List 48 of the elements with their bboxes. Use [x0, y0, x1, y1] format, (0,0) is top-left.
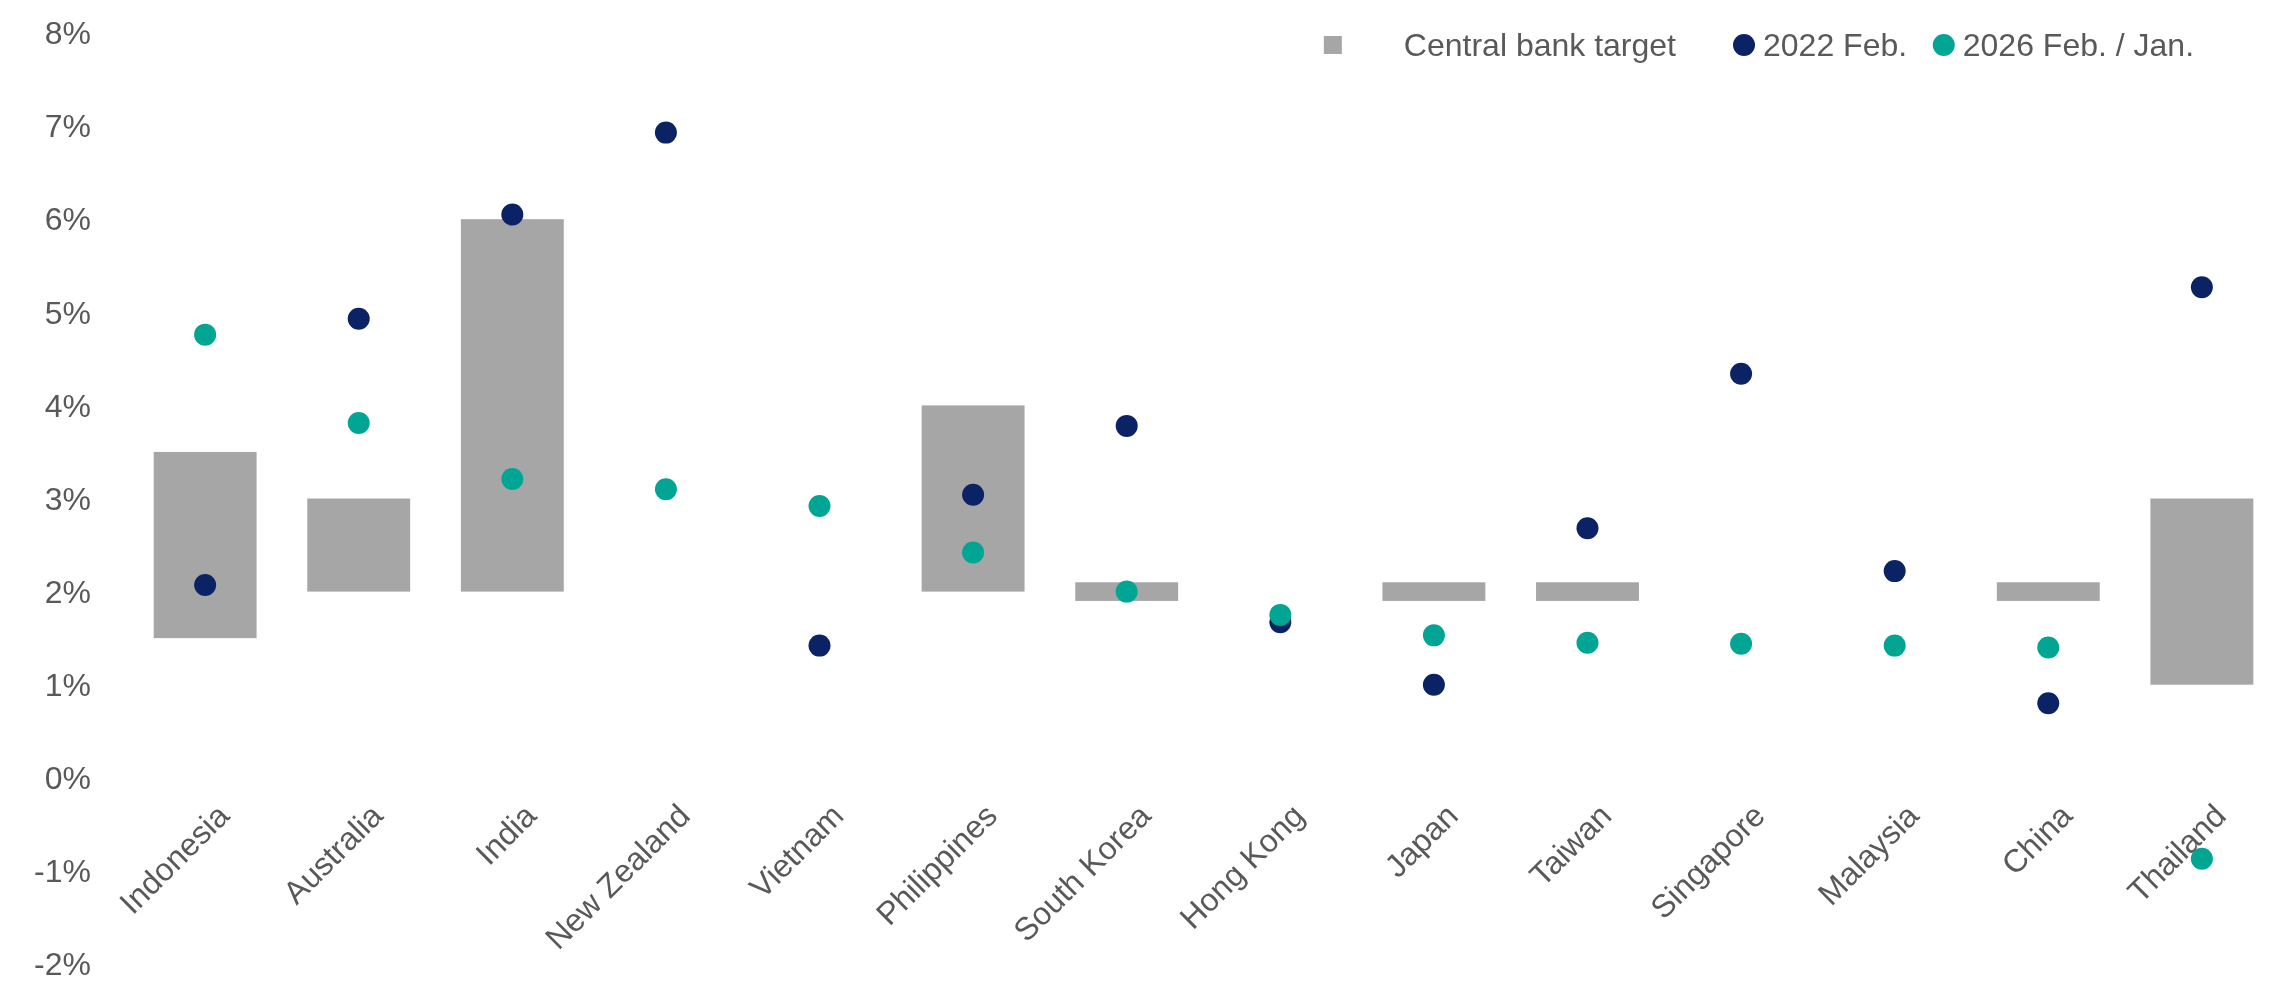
point — [654, 478, 677, 501]
point — [1422, 624, 1445, 647]
point — [1422, 673, 1445, 696]
point — [194, 323, 217, 346]
point — [1115, 414, 1138, 437]
bar — [2150, 498, 2254, 685]
point — [1883, 634, 1906, 657]
bar — [307, 498, 411, 592]
point — [808, 494, 831, 517]
point — [654, 121, 677, 144]
point — [1730, 632, 1753, 655]
bar — [460, 219, 564, 592]
y-tick-label: 8% — [44, 15, 91, 52]
point — [347, 307, 370, 330]
point — [501, 467, 524, 490]
point — [1730, 362, 1753, 385]
y-tick-label: 0% — [44, 760, 91, 796]
y-tick-label: 6% — [44, 201, 91, 238]
legend-label: 2026 Feb. / Jan. — [1962, 27, 2195, 64]
y-tick-label: 4% — [44, 387, 91, 424]
point — [194, 574, 217, 597]
y-tick-label: -2% — [34, 946, 91, 983]
legend-label: Central bank target — [1403, 27, 1677, 64]
y-tick-label: 2% — [44, 573, 91, 610]
point — [962, 541, 985, 564]
point — [1883, 560, 1906, 583]
point — [1576, 631, 1599, 654]
point — [2190, 276, 2213, 299]
y-tick-label: 3% — [44, 480, 91, 517]
bar — [1382, 582, 1486, 601]
y-tick-label: 1% — [44, 666, 91, 703]
point — [1269, 603, 1292, 626]
y-tick-label: -1% — [34, 853, 91, 890]
point — [2037, 692, 2060, 715]
bar — [1536, 582, 1639, 601]
point — [962, 483, 985, 506]
bar — [921, 405, 1025, 592]
legend-label: 2022 Feb. — [1763, 27, 1908, 64]
point — [2037, 636, 2060, 659]
point — [501, 203, 524, 226]
bar — [153, 451, 257, 639]
y-tick-label: 7% — [44, 108, 91, 145]
point — [1576, 517, 1599, 540]
y-tick-label: 5% — [44, 294, 91, 331]
bar — [1996, 582, 2100, 601]
point — [347, 412, 370, 435]
point — [1115, 580, 1138, 603]
point — [808, 634, 831, 657]
